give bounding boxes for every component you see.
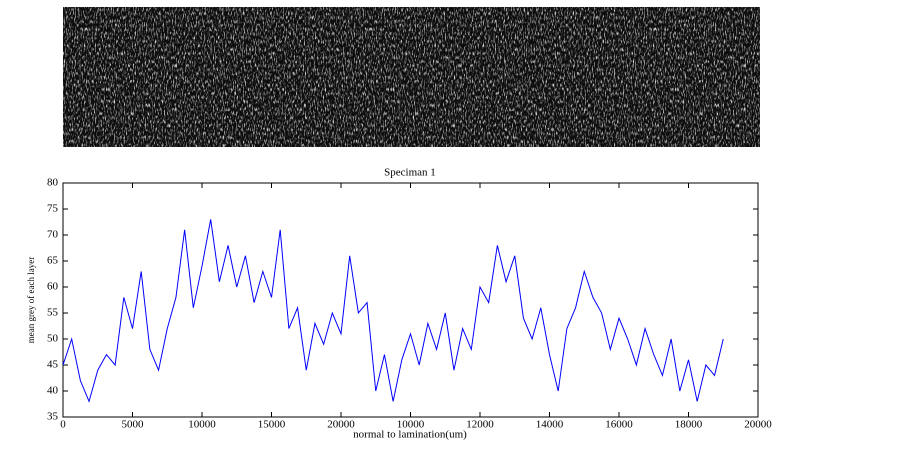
y-tick-label: 75 — [47, 203, 59, 215]
x-tick-label: 20000 — [744, 419, 772, 431]
plot-frame — [62, 182, 759, 418]
y-axis-label: mean grey of each layer — [26, 257, 36, 343]
data-line — [62, 219, 724, 403]
x-tick-label: 10000 — [188, 419, 216, 431]
x-tick-label: 14000 — [536, 419, 564, 431]
x-tick-label: 12000 — [466, 419, 494, 431]
x-tick-label: 10000 — [397, 419, 425, 431]
x-tick-label: 18000 — [675, 419, 703, 431]
micrograph — [63, 7, 760, 147]
y-tick-label: 55 — [47, 307, 59, 319]
y-tick-label: 45 — [47, 359, 59, 371]
y-tick-label: 80 — [47, 177, 59, 189]
x-tick-label: 16000 — [605, 419, 633, 431]
x-axis-label: normal to lamination(um) — [353, 429, 467, 441]
y-tick-label: 40 — [47, 385, 59, 397]
y-tick-label: 65 — [47, 255, 59, 267]
x-tick-label: 0 — [60, 419, 66, 431]
x-tick-label: 15000 — [258, 419, 286, 431]
x-tick-label: 5000 — [122, 419, 145, 431]
chart-title: Speciman 1 — [384, 167, 436, 179]
y-tick-label: 60 — [47, 281, 59, 293]
y-tick-label: 50 — [47, 333, 59, 345]
y-tick-label: 70 — [47, 229, 59, 241]
y-tick-label: 35 — [47, 411, 59, 423]
x-tick-label: 20000 — [327, 419, 355, 431]
